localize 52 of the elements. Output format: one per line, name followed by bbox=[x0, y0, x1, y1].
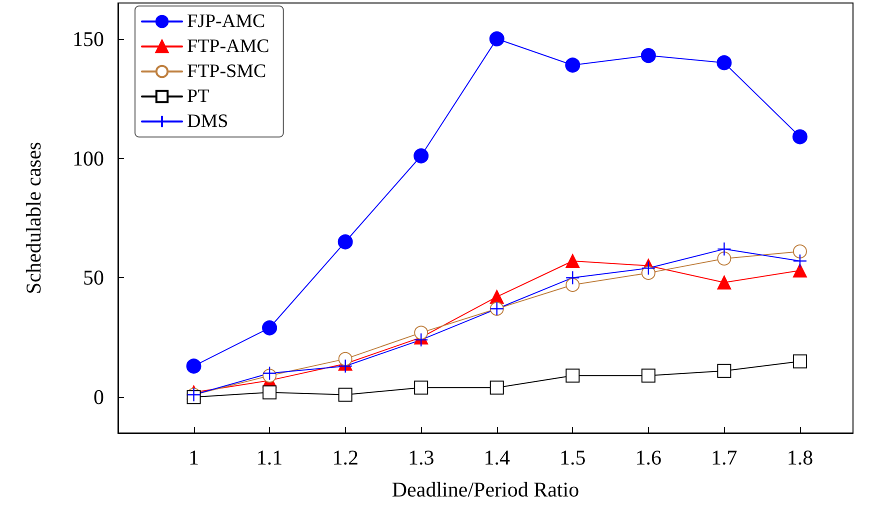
legend-label: FJP-AMC bbox=[187, 11, 266, 32]
x-tick-label: 1.3 bbox=[408, 446, 434, 470]
point bbox=[566, 254, 580, 268]
y-tick-label: 50 bbox=[83, 266, 104, 290]
point bbox=[338, 352, 352, 366]
point bbox=[792, 254, 808, 268]
point bbox=[717, 276, 732, 290]
point bbox=[414, 380, 428, 395]
legend-label: FTP-SMC bbox=[187, 61, 266, 82]
point bbox=[716, 55, 732, 70]
point bbox=[641, 261, 656, 276]
point bbox=[489, 31, 504, 46]
point bbox=[640, 48, 656, 64]
legend-label: FTP-AMC bbox=[187, 36, 270, 57]
point bbox=[414, 326, 428, 340]
point bbox=[490, 380, 504, 395]
y-tick-label: 100 bbox=[72, 146, 104, 170]
point bbox=[262, 320, 278, 336]
x-tick-label: 1.6 bbox=[635, 446, 662, 470]
point bbox=[186, 358, 202, 374]
x-tick-label: 1.8 bbox=[786, 446, 814, 470]
x-tick-label: 1.2 bbox=[332, 446, 358, 470]
point bbox=[338, 234, 353, 250]
point bbox=[262, 366, 277, 380]
point bbox=[565, 58, 580, 73]
legend-label: PT bbox=[187, 86, 210, 107]
x-tick-label: 1.7 bbox=[711, 446, 738, 470]
point bbox=[338, 359, 352, 374]
point bbox=[566, 270, 580, 285]
point bbox=[792, 244, 807, 258]
legend-label: DMS bbox=[187, 111, 228, 132]
point bbox=[566, 278, 580, 292]
point bbox=[792, 264, 807, 278]
point bbox=[414, 148, 429, 164]
point bbox=[717, 364, 732, 378]
point bbox=[262, 385, 277, 400]
y-tick-label: 150 bbox=[72, 26, 104, 51]
x-tick-label: 1 bbox=[188, 446, 200, 470]
x-tick-label: 1.4 bbox=[484, 446, 510, 470]
y-axis-title: Schedulable cases bbox=[22, 142, 46, 294]
point bbox=[717, 242, 732, 256]
point bbox=[566, 368, 580, 383]
x-axis-title: Deadline/Period Ratio bbox=[392, 478, 580, 502]
y-tick-label: 0 bbox=[94, 385, 104, 410]
point bbox=[338, 388, 352, 402]
point bbox=[792, 354, 807, 368]
x-tick-label: 1.5 bbox=[560, 446, 586, 470]
x-tick-label: 1.1 bbox=[256, 446, 283, 470]
point bbox=[414, 332, 428, 347]
point bbox=[641, 368, 656, 383]
point bbox=[792, 129, 808, 144]
point bbox=[717, 252, 732, 266]
